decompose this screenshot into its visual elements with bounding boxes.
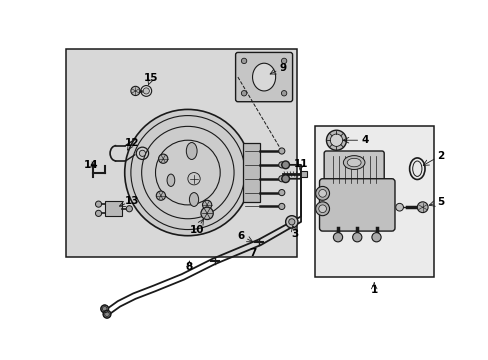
Circle shape	[103, 310, 111, 318]
Text: 3: 3	[291, 229, 298, 239]
Circle shape	[143, 88, 149, 94]
Text: 2: 2	[436, 150, 443, 161]
Circle shape	[278, 189, 285, 195]
Circle shape	[285, 216, 297, 228]
Circle shape	[395, 203, 403, 211]
Ellipse shape	[189, 193, 198, 206]
Circle shape	[326, 130, 346, 150]
Text: 6: 6	[237, 231, 244, 241]
Circle shape	[158, 154, 167, 163]
Circle shape	[315, 202, 329, 216]
Circle shape	[124, 109, 250, 236]
Ellipse shape	[252, 63, 275, 91]
Bar	[299, 171, 306, 177]
FancyBboxPatch shape	[235, 53, 292, 102]
Circle shape	[241, 58, 246, 64]
Circle shape	[278, 203, 285, 210]
Circle shape	[333, 233, 342, 242]
Circle shape	[95, 201, 102, 207]
Ellipse shape	[346, 158, 360, 167]
Circle shape	[156, 191, 165, 200]
Circle shape	[315, 186, 329, 200]
Bar	[314, 126, 433, 276]
Circle shape	[126, 206, 132, 212]
Circle shape	[281, 161, 289, 169]
Circle shape	[95, 210, 102, 216]
Text: 12: 12	[124, 138, 139, 148]
Text: 7: 7	[249, 248, 257, 258]
Circle shape	[352, 233, 361, 242]
FancyBboxPatch shape	[324, 151, 384, 188]
Circle shape	[281, 58, 286, 64]
Circle shape	[201, 207, 213, 220]
Circle shape	[288, 219, 294, 225]
Ellipse shape	[343, 156, 364, 170]
Circle shape	[101, 305, 108, 313]
Ellipse shape	[167, 174, 174, 186]
Circle shape	[278, 162, 285, 168]
Bar	[104, 201, 122, 216]
Text: 10: 10	[189, 225, 204, 235]
Circle shape	[139, 150, 145, 156]
Circle shape	[187, 172, 200, 185]
FancyBboxPatch shape	[319, 179, 394, 231]
Circle shape	[318, 205, 326, 213]
Circle shape	[318, 189, 326, 197]
Text: 11: 11	[293, 159, 307, 169]
Ellipse shape	[412, 161, 421, 176]
Text: 4: 4	[361, 135, 368, 145]
Bar	[66, 49, 297, 257]
Text: 5: 5	[436, 197, 443, 207]
Text: 1: 1	[370, 285, 377, 295]
Circle shape	[131, 86, 140, 95]
Circle shape	[281, 175, 289, 183]
Circle shape	[202, 200, 211, 210]
Text: 14: 14	[84, 160, 99, 170]
Text: 15: 15	[143, 73, 158, 83]
Circle shape	[329, 134, 342, 147]
Text: 13: 13	[124, 196, 139, 206]
Circle shape	[241, 91, 246, 96]
Circle shape	[281, 91, 286, 96]
Text: 9: 9	[279, 63, 285, 73]
Ellipse shape	[186, 143, 197, 159]
Circle shape	[278, 176, 285, 182]
Circle shape	[371, 233, 380, 242]
Circle shape	[416, 202, 427, 213]
Circle shape	[278, 148, 285, 154]
Text: 8: 8	[185, 261, 193, 271]
Bar	[243, 143, 260, 202]
